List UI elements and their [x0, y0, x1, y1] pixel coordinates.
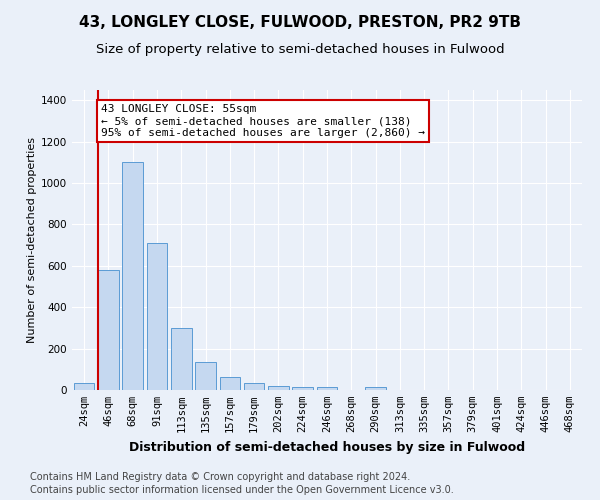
Bar	[244, 383, 265, 390]
X-axis label: Distribution of semi-detached houses by size in Fulwood: Distribution of semi-detached houses by …	[129, 440, 525, 454]
Bar	[365, 387, 386, 390]
Bar	[122, 162, 143, 390]
Text: Contains public sector information licensed under the Open Government Licence v3: Contains public sector information licen…	[30, 485, 454, 495]
Bar	[74, 383, 94, 390]
Bar	[98, 270, 119, 390]
Bar	[317, 387, 337, 390]
Text: 43, LONGLEY CLOSE, FULWOOD, PRESTON, PR2 9TB: 43, LONGLEY CLOSE, FULWOOD, PRESTON, PR2…	[79, 15, 521, 30]
Bar	[171, 328, 191, 390]
Text: 43 LONGLEY CLOSE: 55sqm
← 5% of semi-detached houses are smaller (138)
95% of se: 43 LONGLEY CLOSE: 55sqm ← 5% of semi-det…	[101, 104, 425, 138]
Bar	[146, 243, 167, 390]
Text: Contains HM Land Registry data © Crown copyright and database right 2024.: Contains HM Land Registry data © Crown c…	[30, 472, 410, 482]
Y-axis label: Number of semi-detached properties: Number of semi-detached properties	[27, 137, 37, 343]
Bar	[220, 376, 240, 390]
Bar	[195, 362, 216, 390]
Text: Size of property relative to semi-detached houses in Fulwood: Size of property relative to semi-detach…	[95, 42, 505, 56]
Bar	[268, 386, 289, 390]
Bar	[292, 387, 313, 390]
